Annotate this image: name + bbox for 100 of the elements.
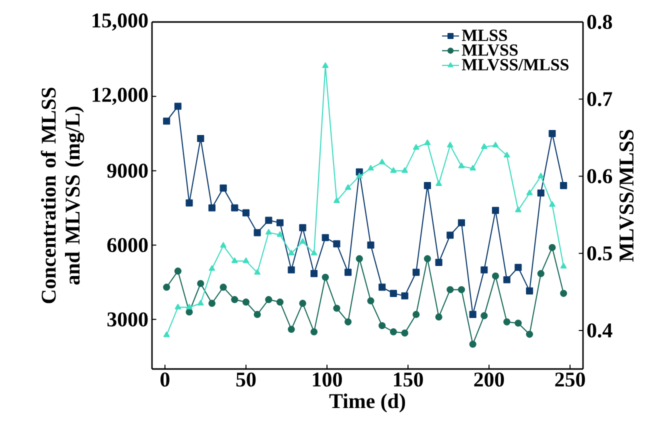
point xyxy=(242,298,250,306)
y-axis-title: Concentration of MLSS and MLVSS (mg/L) xyxy=(40,88,84,304)
point xyxy=(470,164,476,171)
point xyxy=(299,224,306,232)
point xyxy=(231,296,238,304)
point xyxy=(492,272,500,280)
point xyxy=(288,250,294,256)
point xyxy=(220,284,227,291)
y2-tick-label: 0.6 xyxy=(587,169,612,184)
point xyxy=(163,118,170,125)
point xyxy=(401,292,408,300)
point xyxy=(265,216,272,224)
point xyxy=(356,172,363,178)
point xyxy=(254,310,261,318)
legend-label: MLSS xyxy=(462,30,507,42)
point xyxy=(208,204,216,212)
point xyxy=(446,232,454,239)
point xyxy=(412,144,420,150)
point xyxy=(276,219,284,226)
point xyxy=(174,304,182,310)
point xyxy=(254,229,261,236)
point xyxy=(186,308,193,316)
point xyxy=(378,284,386,291)
point xyxy=(537,189,544,197)
point xyxy=(276,298,284,306)
point xyxy=(378,158,386,164)
point xyxy=(333,304,340,312)
point xyxy=(526,190,533,196)
y2-tick-label: 0.4 xyxy=(587,323,612,338)
point xyxy=(526,287,534,294)
point xyxy=(344,318,352,326)
point xyxy=(322,274,329,281)
point xyxy=(242,258,250,264)
y-tick-label: 3000 xyxy=(107,312,148,326)
point xyxy=(469,310,476,318)
point xyxy=(310,270,318,278)
point xyxy=(526,330,534,338)
x-tick-label: 100 xyxy=(312,372,342,387)
point xyxy=(480,312,488,320)
point xyxy=(220,184,227,192)
point xyxy=(334,197,340,203)
point xyxy=(356,255,363,262)
point xyxy=(197,280,204,288)
y2-tick-label: 0.8 xyxy=(587,14,612,30)
point xyxy=(548,244,556,252)
point xyxy=(401,330,408,337)
point xyxy=(390,328,397,336)
point xyxy=(208,300,216,307)
point xyxy=(197,134,204,142)
point xyxy=(220,242,226,248)
point xyxy=(514,264,522,271)
point xyxy=(560,182,568,190)
x-tick-label: 200 xyxy=(474,372,504,387)
point xyxy=(560,290,568,297)
point xyxy=(538,172,544,178)
point xyxy=(504,152,510,158)
point xyxy=(458,219,466,226)
point xyxy=(560,262,567,268)
point xyxy=(276,231,284,237)
point xyxy=(288,266,295,274)
point xyxy=(344,184,352,190)
point xyxy=(549,201,556,207)
point xyxy=(174,268,182,275)
point xyxy=(424,182,431,190)
point xyxy=(447,142,454,148)
point xyxy=(231,204,238,212)
legend-label: MLVSS xyxy=(462,44,518,56)
point xyxy=(333,240,340,248)
y-tick-label: 15,000 xyxy=(92,13,148,31)
y-tick-label: 12,000 xyxy=(92,88,148,105)
point xyxy=(368,164,374,171)
point xyxy=(310,328,318,336)
point xyxy=(412,310,420,318)
point xyxy=(163,284,170,291)
point xyxy=(390,167,397,173)
point xyxy=(458,162,465,168)
y2-axis-title: MLVSS/MLSS xyxy=(620,130,634,262)
y2-tick-label: 0.5 xyxy=(587,246,612,260)
x-tick-label: 150 xyxy=(394,372,423,387)
point xyxy=(310,250,318,256)
point xyxy=(390,290,397,297)
point xyxy=(514,320,522,327)
point xyxy=(458,286,466,294)
point xyxy=(378,322,386,330)
point xyxy=(367,242,374,249)
point xyxy=(446,286,454,294)
point xyxy=(186,304,192,310)
point xyxy=(322,62,329,68)
point xyxy=(174,102,182,110)
point xyxy=(344,268,352,276)
point xyxy=(402,167,408,173)
point xyxy=(548,130,556,138)
point xyxy=(435,313,442,320)
point xyxy=(265,296,272,304)
point xyxy=(436,180,442,186)
point xyxy=(503,276,510,284)
point xyxy=(492,206,500,214)
point xyxy=(266,228,272,235)
point xyxy=(480,266,488,274)
point xyxy=(197,300,204,306)
